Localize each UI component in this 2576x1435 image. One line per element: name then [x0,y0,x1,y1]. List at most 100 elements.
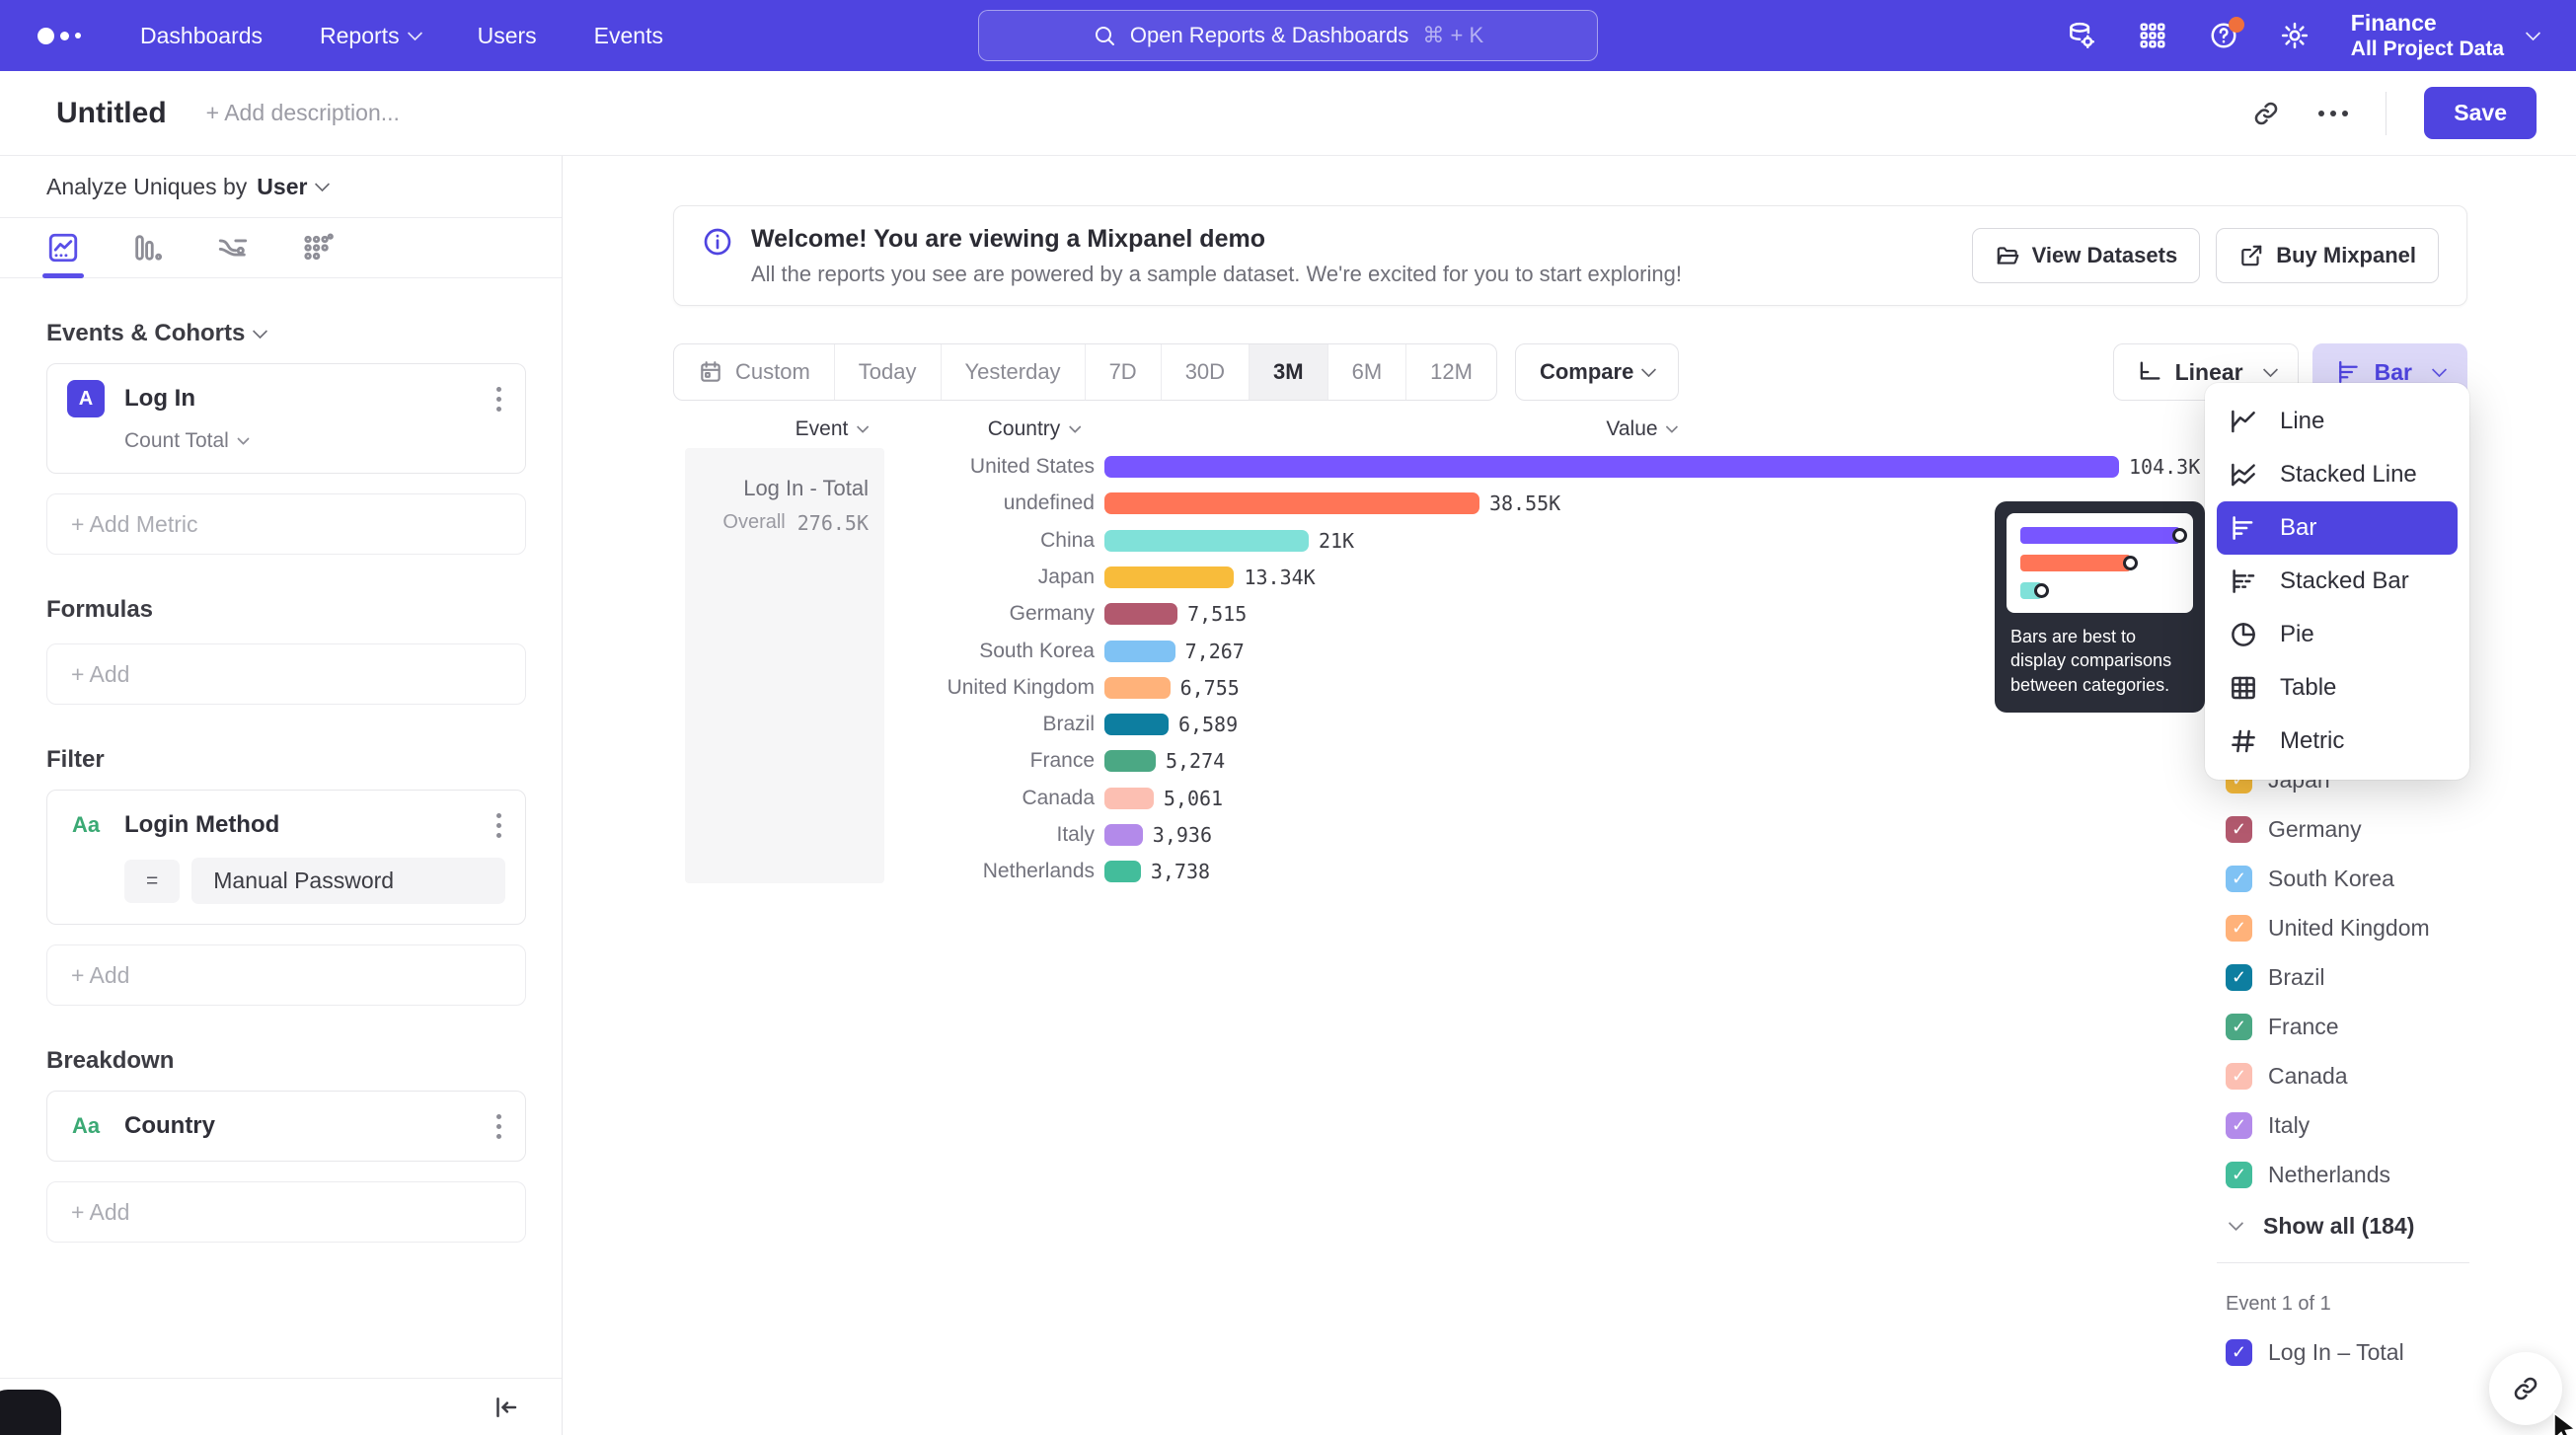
share-link-fab[interactable] [2489,1352,2562,1425]
breakdown-card-country[interactable]: Aa Country [46,1091,526,1162]
legend-item-brazil[interactable]: ✓ Brazil [2217,964,2469,991]
date-range-3m[interactable]: 3M [1250,344,1328,400]
legend-checkbox[interactable]: ✓ [2226,866,2252,892]
bar-canada[interactable] [1104,787,1154,809]
kebab-menu-icon[interactable] [492,809,505,842]
legend-checkbox[interactable]: ✓ [2226,1063,2252,1090]
collapse-sidebar-icon[interactable] [491,1393,520,1422]
filter-value[interactable]: Manual Password [191,858,505,904]
kebab-menu-icon[interactable] [492,1110,505,1143]
bar-south-korea[interactable] [1104,640,1175,662]
date-range-7d[interactable]: 7D [1086,344,1162,400]
date-range-today[interactable]: Today [835,344,942,400]
event-summary-panel[interactable]: Log In - Total Overall 276.5K [685,448,884,883]
bar-brazil[interactable] [1104,714,1169,736]
nav-item-users[interactable]: Users [478,23,537,49]
menu-item-metric[interactable]: Metric [2205,715,2469,768]
external-link-icon [2241,245,2262,266]
events-cohorts-heading[interactable]: Events & Cohorts [46,320,526,347]
legend-checkbox[interactable]: ✓ [2226,1162,2252,1188]
menu-item-stacked-bar[interactable]: Stacked Bar [2205,555,2469,608]
add-breakdown-button[interactable]: + Add [46,1181,526,1243]
date-range-selector: Custom Today Yesterday 7D 30D 3M 6M 12M [673,343,1497,401]
legend-checkbox[interactable]: ✓ [2226,1014,2252,1040]
legend-checkbox[interactable]: ✓ [2226,1339,2252,1366]
legend-checkbox[interactable]: ✓ [2226,816,2252,843]
legend-item-italy[interactable]: ✓ Italy [2217,1112,2469,1139]
copy-link-icon[interactable] [2251,99,2281,128]
menu-item-line[interactable]: Line [2205,395,2469,448]
add-metric-button[interactable]: + Add Metric [46,493,526,555]
column-header-event[interactable]: Event [796,417,870,441]
legend-item-south-korea[interactable]: ✓ South Korea [2217,866,2469,892]
date-range-label: 7D [1108,359,1137,384]
bar-undefined[interactable] [1104,492,1479,515]
tab-retention[interactable] [301,218,335,277]
add-formula-button[interactable]: + Add [46,643,526,705]
bar-united-kingdom[interactable] [1104,676,1171,699]
help-icon[interactable] [2209,17,2244,50]
analyze-value-dropdown[interactable]: User [257,174,331,200]
legend-checkbox[interactable]: ✓ [2226,964,2252,991]
menu-item-stacked-line[interactable]: Stacked Line [2205,448,2469,501]
global-search-button[interactable]: Open Reports & Dashboards ⌘ + K [978,10,1598,61]
column-header-country[interactable]: Country [988,417,1082,441]
legend-checkbox[interactable]: ✓ [2226,1112,2252,1139]
menu-item-pie[interactable]: Pie [2205,608,2469,661]
bar-chart-icon [2338,360,2358,384]
filter-property-name[interactable]: Login Method [124,811,280,838]
add-description-field[interactable]: + Add description... [205,100,400,125]
apps-grid-icon[interactable] [2138,21,2167,50]
filter-operator[interactable]: = [124,859,181,903]
metric-name[interactable]: Log In [124,385,195,412]
menu-item-table[interactable]: Table [2205,661,2469,715]
show-all-toggle[interactable]: Show all (184) [2217,1211,2469,1241]
bar-germany[interactable] [1104,603,1178,626]
data-management-icon[interactable] [2067,21,2096,50]
chat-launcher[interactable] [0,1390,61,1435]
view-datasets-button[interactable]: View Datasets [1971,228,2201,283]
column-header-value[interactable]: Value [1606,417,1679,441]
tab-flows[interactable] [216,218,250,277]
legend-item-netherlands[interactable]: ✓ Netherlands [2217,1162,2469,1188]
bar-united-states[interactable] [1104,456,2119,478]
menu-item-label: Stacked Bar [2280,567,2409,594]
bar-japan[interactable] [1104,566,1235,588]
bar-france[interactable] [1104,750,1156,773]
legend-item-united-kingdom[interactable]: ✓ United Kingdom [2217,915,2469,942]
date-range-yesterday[interactable]: Yesterday [942,344,1086,400]
nav-item-events[interactable]: Events [594,23,663,49]
filter-card-login-method[interactable]: Aa Login Method = Manual Password [46,790,526,925]
buy-mixpanel-button[interactable]: Buy Mixpanel [2216,228,2439,283]
project-switcher[interactable]: Finance All Project Data [2351,10,2541,62]
add-filter-button[interactable]: + Add [46,944,526,1006]
legend-item-log-in-total[interactable]: ✓ Log In – Total [2217,1339,2469,1366]
legend-item-canada[interactable]: ✓ Canada [2217,1063,2469,1090]
more-options-icon[interactable] [2318,110,2349,116]
legend-item-germany[interactable]: ✓ Germany [2217,816,2469,843]
date-range-30d[interactable]: 30D [1162,344,1250,400]
nav-item-dashboards[interactable]: Dashboards [140,23,263,49]
legend-checkbox[interactable]: ✓ [2226,915,2252,942]
compare-button[interactable]: Compare [1514,343,1680,401]
date-range-custom[interactable]: Custom [674,344,835,400]
nav-item-label: Users [477,22,537,48]
legend-item-france[interactable]: ✓ France [2217,1014,2469,1040]
mixpanel-logo[interactable] [38,27,81,44]
bar-italy[interactable] [1104,824,1143,846]
kebab-menu-icon[interactable] [492,383,505,415]
save-button[interactable]: Save [2424,87,2537,139]
date-range-12m[interactable]: 12M [1406,344,1496,400]
settings-gear-icon[interactable] [2280,21,2310,50]
bar-china[interactable] [1104,529,1309,552]
breakdown-property-name[interactable]: Country [124,1112,215,1139]
tab-funnels[interactable] [131,218,165,277]
report-title[interactable]: Untitled [56,96,167,129]
nav-item-reports[interactable]: Reports [320,23,422,49]
aggregation-dropdown[interactable]: Count Total [124,429,505,453]
bar-netherlands[interactable] [1104,861,1141,883]
tab-insights[interactable] [42,218,84,278]
metric-card-log-in[interactable]: A Log In Count Total [46,363,526,474]
menu-item-bar[interactable]: Bar [2217,501,2458,555]
date-range-6m[interactable]: 6M [1328,344,1407,400]
